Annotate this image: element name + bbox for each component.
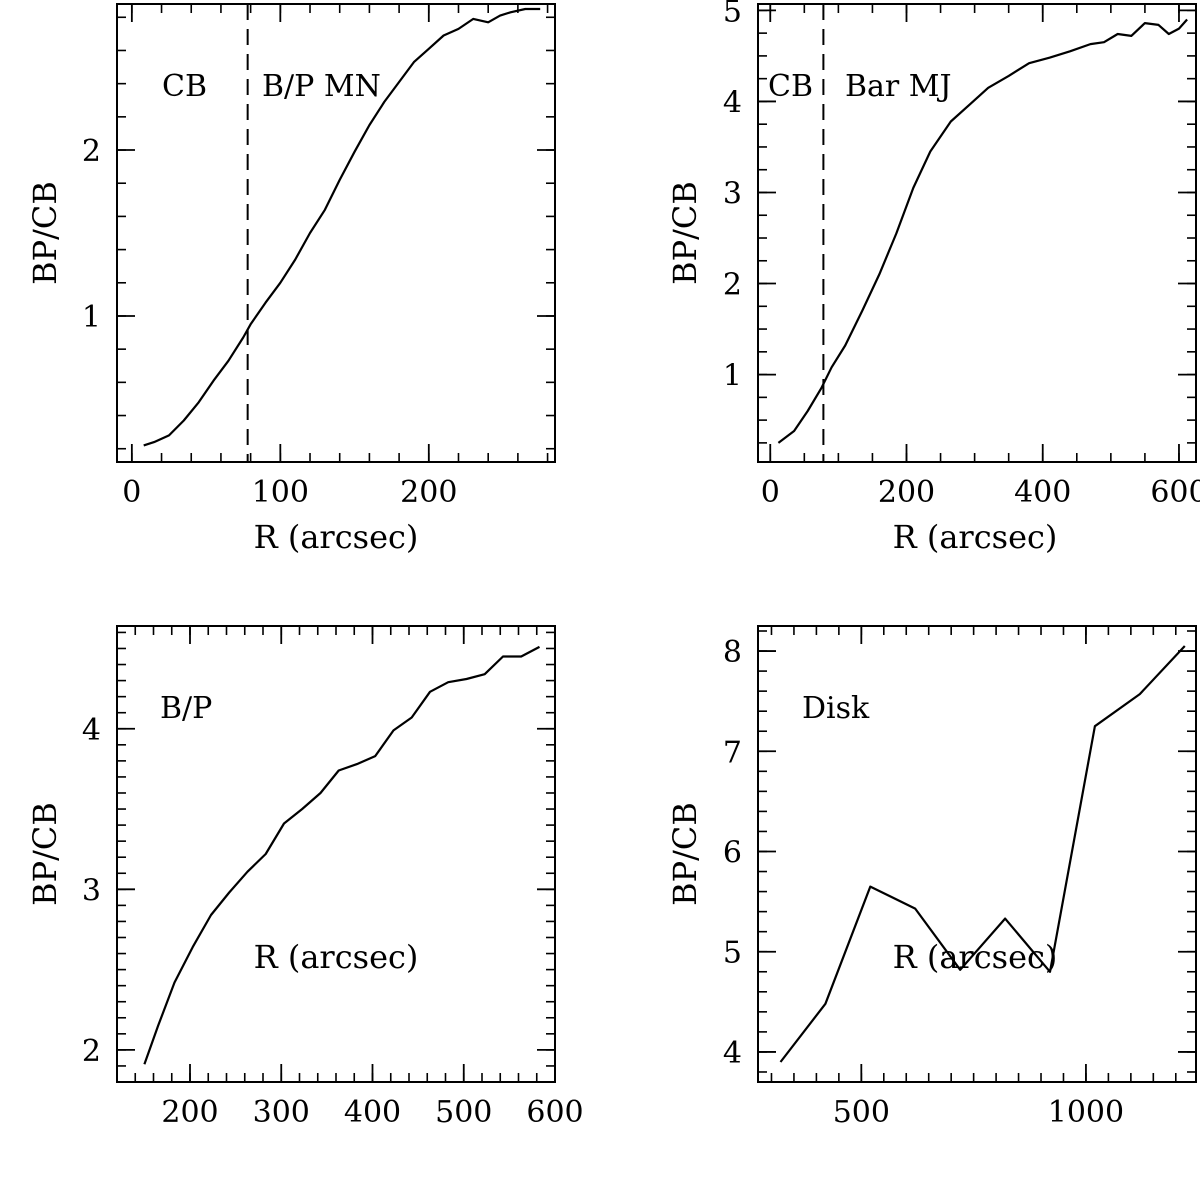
x-tick-label: 600 — [526, 1095, 583, 1130]
y-tick-label: 4 — [723, 1036, 742, 1071]
region-annotation: Bar MJ — [845, 69, 952, 104]
y-axis-label: BP/CB — [26, 181, 64, 285]
y-tick-label: 1 — [82, 300, 101, 335]
data-series-line — [777, 18, 1188, 444]
x-tick-label: 200 — [400, 475, 457, 510]
x-tick-label: 0 — [761, 475, 780, 510]
x-tick-label: 400 — [344, 1095, 401, 1130]
x-tick-label: 100 — [252, 475, 309, 510]
y-tick-label: 2 — [82, 134, 101, 169]
plot-frame — [757, 625, 1197, 1083]
y-tick-label: 2 — [723, 268, 742, 303]
region-annotation: CB — [768, 69, 813, 104]
y-tick-label: 7 — [723, 735, 742, 770]
x-tick-label: 500 — [435, 1095, 492, 1130]
y-axis-label: BP/CB — [666, 802, 704, 906]
x-axis-label: R (arcsec) — [893, 938, 1058, 976]
y-tick-label: 4 — [82, 713, 101, 748]
data-series-line — [779, 645, 1186, 1063]
panel-bottom-left: 200 300 400 500 600 2 3 4 B/P R (arcsec) BP/CB — [26, 625, 584, 1130]
x-tick-label: 0 — [122, 475, 141, 510]
x-tick-label: 600 — [1150, 475, 1200, 510]
x-axis-label: R (arcsec) — [254, 938, 419, 976]
data-series-line — [143, 645, 541, 1065]
region-annotation: CB — [162, 69, 207, 104]
y-tick-label: 2 — [82, 1034, 101, 1069]
y-axis-label: BP/CB — [26, 802, 64, 906]
y-tick-label: 1 — [723, 359, 742, 394]
y-tick-label: 4 — [723, 85, 742, 120]
y-tick-label: 8 — [723, 635, 742, 670]
region-annotation: B/P — [160, 691, 212, 726]
x-tick-label: 200 — [878, 475, 935, 510]
y-tick-label: 5 — [723, 0, 742, 29]
y-tick-label: 3 — [723, 176, 742, 211]
region-annotation: Disk — [802, 691, 870, 726]
x-tick-label: 300 — [253, 1095, 310, 1130]
y-tick-label: 5 — [723, 936, 742, 971]
x-tick-label: 400 — [1014, 475, 1071, 510]
y-tick-label: 6 — [723, 835, 742, 870]
region-annotation: B/P MN — [262, 69, 381, 104]
panel-bottom-right: 500 1000 4 5 6 7 8 Disk R (arcsec) BP/CB — [666, 625, 1197, 1130]
x-axis-label: R (arcsec) — [893, 518, 1058, 556]
data-series-line — [143, 7, 541, 447]
panel-top-right: 0 200 400 600 1 2 3 4 5 CB Bar MJ R (arcsec) BP/CB — [666, 0, 1200, 556]
x-tick-label: 200 — [161, 1095, 218, 1130]
y-axis-label: BP/CB — [666, 181, 704, 285]
y-tick-label: 3 — [82, 873, 101, 908]
panel-top-left: 0 100 200 1 2 CB B/P MN R (arcsec) BP/CB — [26, 3, 556, 556]
x-tick-label: 500 — [833, 1095, 890, 1130]
x-tick-label: 1000 — [1048, 1095, 1124, 1130]
plot-frame — [116, 3, 556, 463]
plot-frame — [757, 3, 1197, 463]
x-axis-label: R (arcsec) — [254, 518, 419, 556]
